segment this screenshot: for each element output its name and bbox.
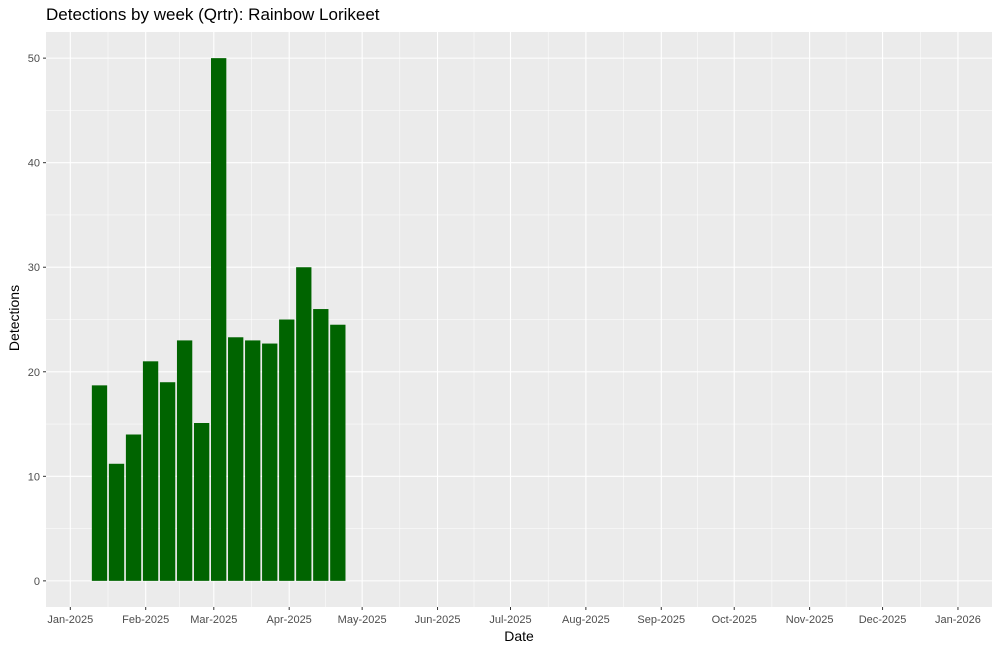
x-tick-label: Nov-2025 xyxy=(786,614,834,626)
bar xyxy=(142,361,159,581)
bar xyxy=(159,382,176,581)
bar xyxy=(211,58,227,581)
minor-gridlines xyxy=(46,32,992,607)
bars-group xyxy=(91,58,346,581)
bar xyxy=(176,340,193,581)
x-tick-label: Apr-2025 xyxy=(267,614,312,626)
x-axis: Jan-2025 Feb-2025 Mar-2025 Apr-2025 May-2025… xyxy=(47,607,981,626)
y-axis: 0 10 20 30 40 50 xyxy=(28,53,46,588)
x-tick-label: Jan-2025 xyxy=(47,614,93,626)
bar xyxy=(193,423,210,581)
x-tick-label: Jul-2025 xyxy=(489,614,531,626)
bar xyxy=(108,463,125,581)
bar xyxy=(279,319,295,581)
y-tick-label: 20 xyxy=(28,367,40,379)
x-tick-label: Sep-2025 xyxy=(637,614,685,626)
bar xyxy=(296,267,312,581)
y-tick-label: 0 xyxy=(34,576,40,588)
bar xyxy=(228,337,244,581)
bar xyxy=(330,324,346,581)
x-tick-label: Mar-2025 xyxy=(190,614,237,626)
y-axis-title: Detections xyxy=(6,285,22,351)
x-tick-label: Oct-2025 xyxy=(712,614,757,626)
x-axis-title: Date xyxy=(504,628,534,644)
x-tick-label: Feb-2025 xyxy=(122,614,169,626)
bar xyxy=(313,309,329,581)
x-tick-label: Aug-2025 xyxy=(562,614,610,626)
y-tick-label: 10 xyxy=(28,471,40,483)
bar xyxy=(262,343,278,581)
y-tick-label: 30 xyxy=(28,262,40,274)
x-tick-label: Jan-2026 xyxy=(935,614,981,626)
x-tick-label: Dec-2025 xyxy=(859,614,907,626)
bar xyxy=(125,434,142,581)
x-tick-label: Jun-2025 xyxy=(415,614,461,626)
x-tick-label: May-2025 xyxy=(338,614,387,626)
chart-title: Detections by week (Qrtr): Rainbow Lorik… xyxy=(46,5,380,24)
bar xyxy=(245,340,261,581)
y-tick-label: 50 xyxy=(28,53,40,65)
bar xyxy=(91,385,108,581)
y-tick-label: 40 xyxy=(28,158,40,170)
